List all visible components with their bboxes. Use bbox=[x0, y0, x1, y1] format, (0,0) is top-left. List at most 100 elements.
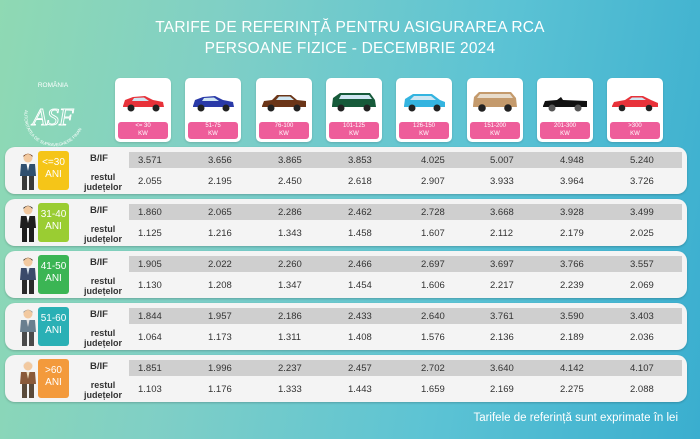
rest-tariff: 1.408 bbox=[348, 332, 372, 343]
rest-tariff: 2.450 bbox=[278, 176, 302, 187]
bif-tariff: 3.761 bbox=[490, 311, 514, 322]
driver-avatar-icon bbox=[17, 255, 39, 295]
rest-tariff: 1.103 bbox=[138, 384, 162, 395]
title-line-2: PERSOANE FIZICE - DECEMBRIE 2024 bbox=[204, 40, 496, 57]
bif-tariff: 1.844 bbox=[138, 311, 162, 322]
bif-band bbox=[129, 152, 682, 168]
rest-tariff: 2.179 bbox=[560, 228, 584, 239]
rest-tariff: 2.169 bbox=[490, 384, 514, 395]
bif-tariff: 3.640 bbox=[490, 363, 514, 374]
driver-avatar-icon bbox=[17, 359, 39, 399]
bif-label: B/IF bbox=[90, 309, 108, 320]
age-unit: ANI bbox=[45, 221, 62, 232]
age-unit: ANI bbox=[45, 377, 62, 388]
power-unit: KW bbox=[560, 131, 570, 137]
bif-tariff: 2.260 bbox=[278, 259, 302, 270]
rest-label-line-1: restul bbox=[90, 224, 116, 234]
asf-logo: ROMÂNIA ASF AUTORITATEA DE SUPRAVEGHERE … bbox=[13, 78, 83, 147]
rest-tariff: 1.443 bbox=[348, 384, 372, 395]
rest-label-line-1: restul bbox=[90, 276, 116, 286]
title-line-1: TARIFE DE REFERINȚĂ PENTRU ASIGURAREA RC… bbox=[155, 19, 545, 36]
rest-tariff: 2.217 bbox=[490, 280, 514, 291]
bif-tariff: 2.462 bbox=[348, 207, 372, 218]
age-group-row: 31-40 ANI B/IF restul județelor 1.860 2.065 2.2… bbox=[5, 199, 687, 246]
rest-tariff: 3.933 bbox=[490, 176, 514, 187]
rest-tariff: 2.112 bbox=[490, 228, 514, 239]
age-badge: 41-50 ANI bbox=[38, 255, 69, 294]
bif-band bbox=[129, 308, 682, 324]
power-range: 51-75 bbox=[205, 123, 221, 129]
rest-tariff: 1.347 bbox=[278, 280, 302, 291]
car-category-8: >300 KW bbox=[607, 78, 663, 142]
age-range: 31-40 bbox=[40, 209, 67, 220]
car-category-3: 76-100 KW bbox=[256, 78, 312, 142]
age-unit: ANI bbox=[45, 169, 62, 180]
rest-tariff: 1.208 bbox=[208, 280, 232, 291]
power-unit: KW bbox=[349, 131, 359, 137]
rest-tariff: 2.618 bbox=[348, 176, 372, 187]
bif-label: B/IF bbox=[90, 361, 108, 372]
age-badge: <=30 ANI bbox=[38, 151, 69, 190]
power-range-badge: 101-125 KW bbox=[329, 122, 379, 139]
rest-tariff: 1.333 bbox=[278, 384, 302, 395]
bif-tariff: 3.499 bbox=[630, 207, 654, 218]
rest-tariff: 1.130 bbox=[138, 280, 162, 291]
rest-label: restul județelor bbox=[84, 276, 122, 296]
bif-tariff: 3.853 bbox=[348, 155, 372, 166]
rest-label-line-2: județelor bbox=[84, 390, 123, 400]
bif-tariff: 1.957 bbox=[208, 311, 232, 322]
bif-tariff: 4.142 bbox=[560, 363, 584, 374]
rest-tariff: 1.458 bbox=[348, 228, 372, 239]
bif-tariff: 3.697 bbox=[490, 259, 514, 270]
rest-tariff: 1.064 bbox=[138, 332, 162, 343]
car-category-4: 101-125 KW bbox=[326, 78, 382, 142]
car-category-6: 151-200 KW bbox=[467, 78, 523, 142]
bif-tariff: 3.766 bbox=[560, 259, 584, 270]
hatchback-icon bbox=[193, 96, 234, 112]
rest-tariff: 3.726 bbox=[630, 176, 654, 187]
power-range-badge: 51-75 KW bbox=[188, 122, 238, 139]
age-group-row: 51-60 ANI B/IF restul județelor 1.844 1.957 2.1… bbox=[5, 303, 687, 350]
power-range-badge: >300 KW bbox=[610, 122, 660, 139]
rest-tariff: 2.088 bbox=[630, 384, 654, 395]
rest-label-line-2: județelor bbox=[84, 286, 123, 296]
power-range: 151-200 bbox=[483, 123, 507, 129]
rest-tariff: 2.069 bbox=[630, 280, 654, 291]
rest-label-line-2: județelor bbox=[84, 338, 123, 348]
bif-tariff: 5.240 bbox=[630, 155, 654, 166]
bif-tariff: 4.107 bbox=[630, 363, 654, 374]
bif-tariff: 4.025 bbox=[421, 155, 445, 166]
bif-tariff: 2.022 bbox=[208, 259, 232, 270]
bif-tariff: 3.865 bbox=[278, 155, 302, 166]
rest-tariff: 1.607 bbox=[421, 228, 445, 239]
power-range-badge: 201-300 KW bbox=[540, 122, 590, 139]
power-range: >300 bbox=[628, 123, 642, 129]
rest-tariff: 1.125 bbox=[138, 228, 162, 239]
page-title: TARIFE DE REFERINȚĂ PENTRU ASIGURAREA RC… bbox=[0, 17, 700, 59]
hatchback-icon bbox=[123, 96, 164, 112]
power-range: 126-150 bbox=[412, 123, 436, 129]
bif-tariff: 3.403 bbox=[630, 311, 654, 322]
car-category-5: 126-150 KW bbox=[396, 78, 452, 142]
age-range: <=30 bbox=[42, 157, 65, 168]
bif-band bbox=[129, 360, 682, 376]
car-category-2: 51-75 KW bbox=[185, 78, 241, 142]
rest-label-line-2: județelor bbox=[84, 234, 123, 244]
bif-label: B/IF bbox=[90, 257, 108, 268]
rest-tariff: 1.576 bbox=[421, 332, 445, 343]
power-unit: KW bbox=[138, 131, 148, 137]
bif-label: B/IF bbox=[90, 205, 108, 216]
rest-tariff: 1.454 bbox=[348, 280, 372, 291]
rest-tariff: 2.195 bbox=[208, 176, 232, 187]
bif-tariff: 2.286 bbox=[278, 207, 302, 218]
power-range-badge: 151-200 KW bbox=[470, 122, 520, 139]
rest-tariff: 1.176 bbox=[208, 384, 232, 395]
rest-tariff: 1.173 bbox=[208, 332, 232, 343]
rest-tariff: 1.343 bbox=[278, 228, 302, 239]
sports-car-icon bbox=[612, 96, 658, 112]
rest-label: restul județelor bbox=[84, 172, 122, 192]
age-range: 41-50 bbox=[40, 261, 67, 272]
rest-tariff: 2.189 bbox=[560, 332, 584, 343]
driver-avatar-icon bbox=[17, 307, 39, 347]
